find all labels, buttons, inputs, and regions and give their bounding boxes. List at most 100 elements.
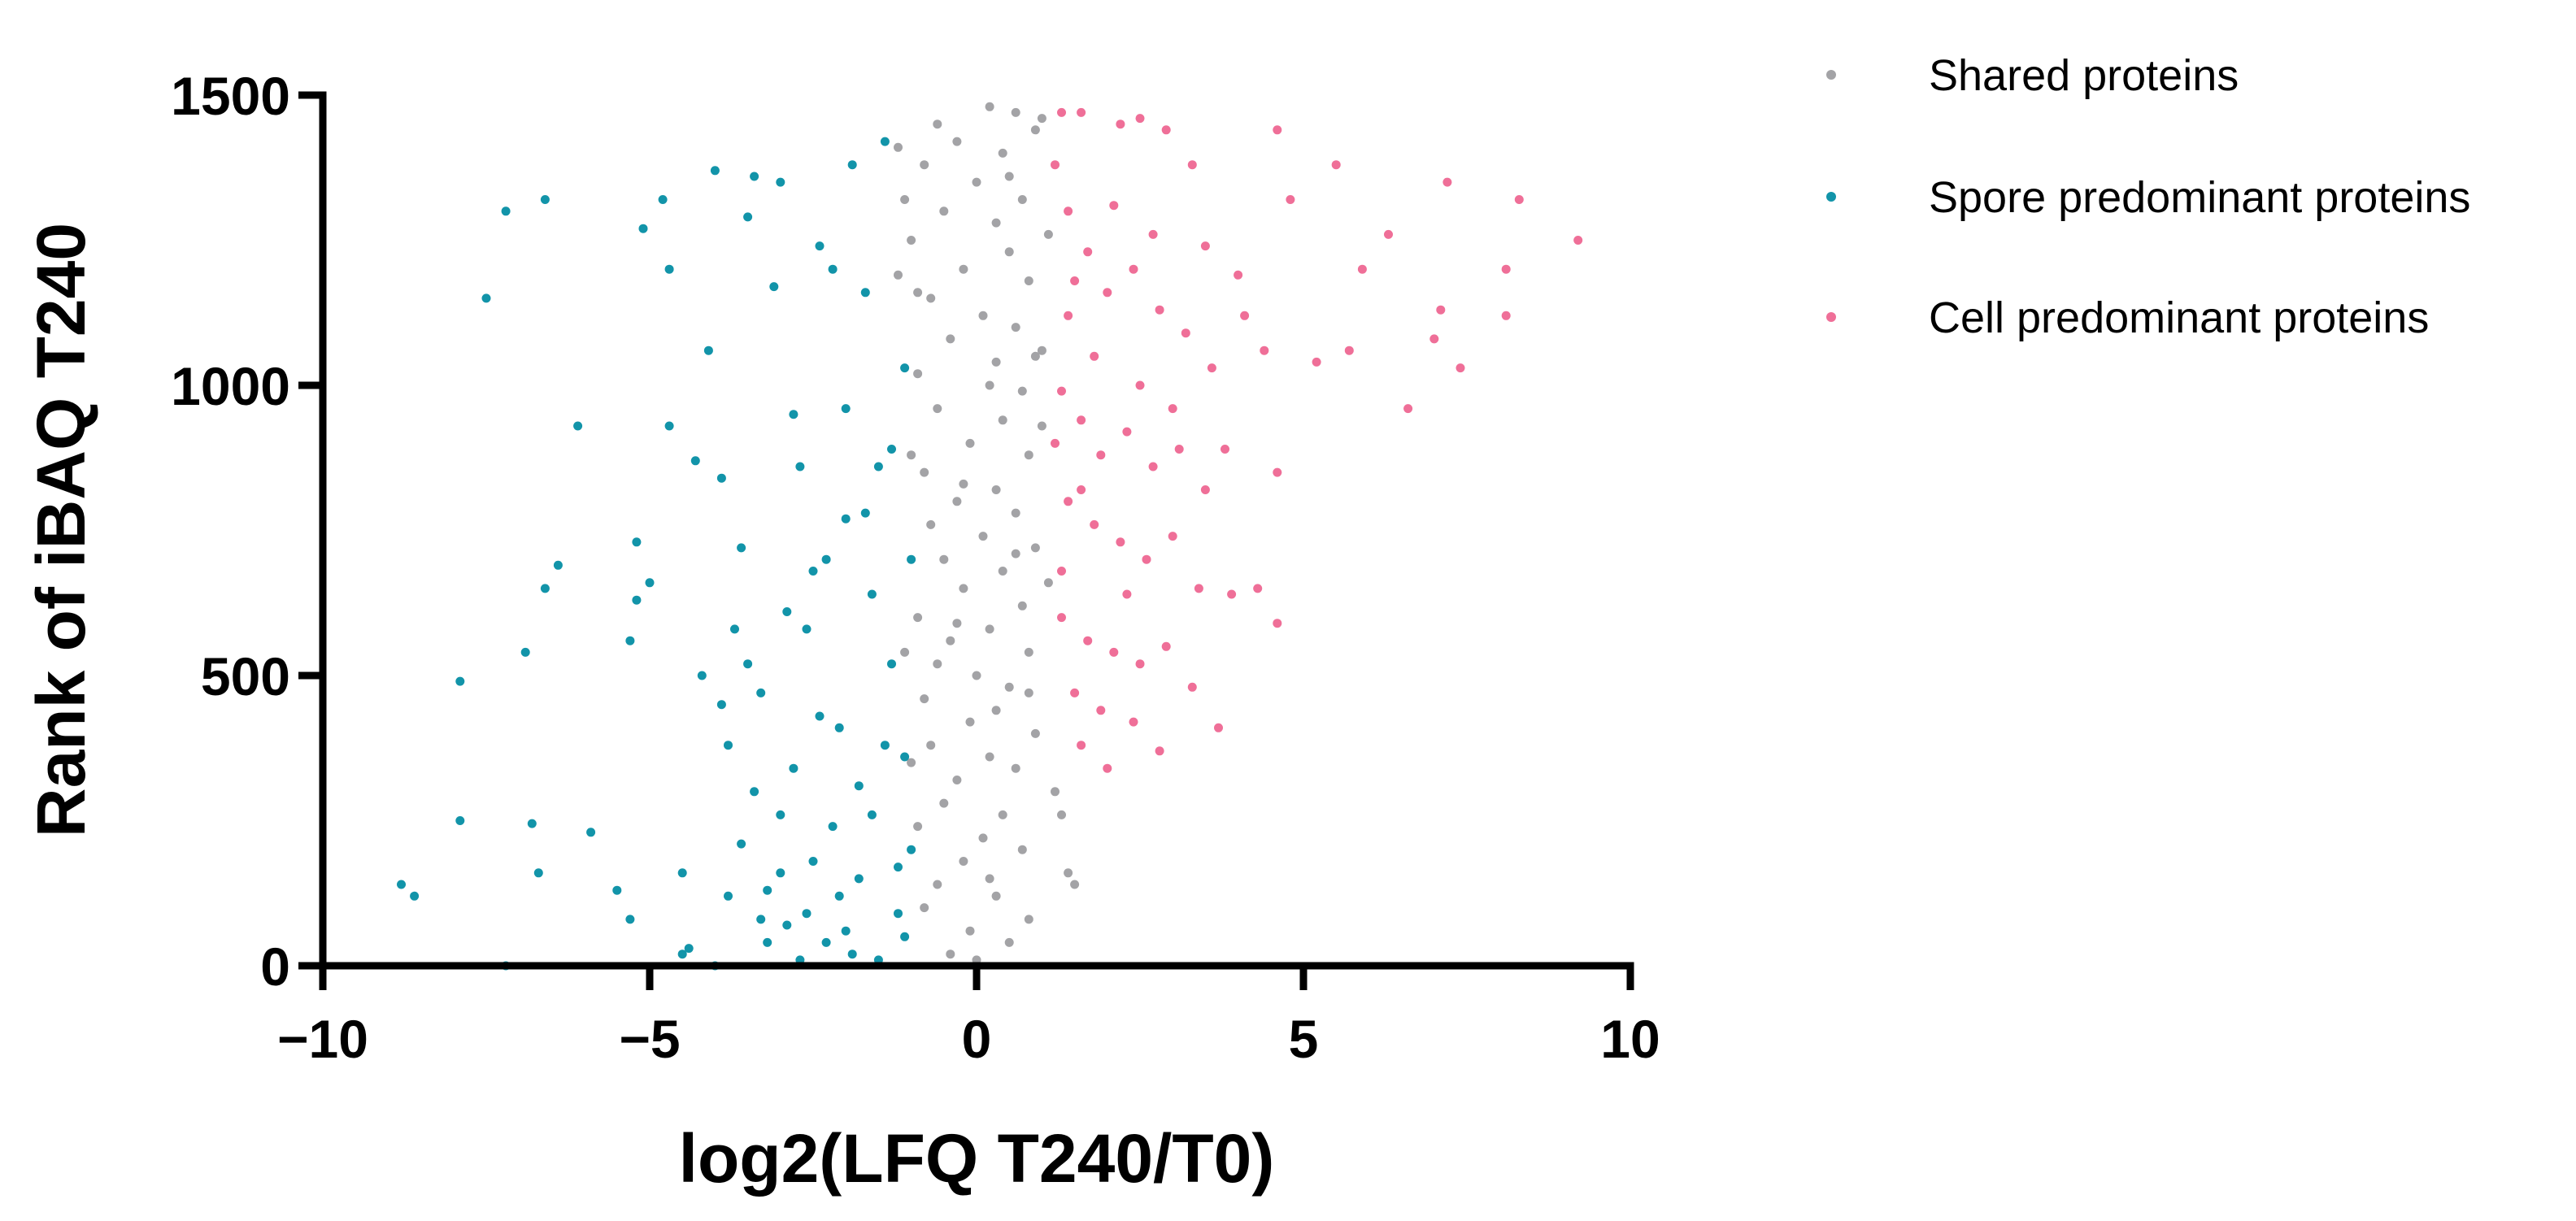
x-tick-label: 5: [1289, 1009, 1319, 1069]
data-point: [481, 293, 491, 303]
data-point: [1129, 264, 1138, 274]
data-point: [1090, 351, 1099, 361]
legend-label: Cell predominant proteins: [1929, 293, 2429, 342]
data-point: [1135, 380, 1145, 390]
data-point: [1109, 647, 1119, 657]
y-axis-ticks: 0 500 1000 1500: [171, 66, 323, 997]
data-point: [1051, 160, 1060, 170]
data-point: [808, 567, 818, 576]
data-point: [1273, 619, 1282, 628]
data-point: [763, 885, 772, 895]
data-point: [939, 554, 949, 564]
data-point: [1168, 404, 1177, 414]
data-point: [1207, 363, 1216, 373]
data-point: [834, 723, 844, 732]
data-point: [1064, 311, 1073, 320]
data-point: [716, 700, 726, 710]
data-point: [907, 450, 916, 460]
data-point: [664, 264, 674, 274]
data-point: [972, 177, 981, 187]
data-point: [1357, 264, 1367, 274]
data-point: [907, 758, 916, 767]
data-point: [959, 584, 968, 593]
data-point: [1037, 114, 1046, 124]
x-axis-title: log2(LFQ T240/T0): [679, 1120, 1275, 1197]
data-point: [854, 781, 864, 791]
data-point: [1384, 229, 1393, 239]
data-point: [776, 177, 785, 187]
data-point: [991, 891, 1001, 901]
data-point: [867, 589, 877, 599]
data-point: [789, 763, 798, 773]
data-points: [397, 102, 1583, 971]
data-point: [1116, 119, 1125, 129]
data-point: [985, 624, 994, 634]
data-point: [913, 369, 923, 379]
data-point: [1501, 311, 1511, 320]
data-point: [998, 810, 1007, 819]
data-point: [1083, 636, 1093, 645]
data-point: [1501, 264, 1511, 274]
data-point: [1260, 345, 1269, 355]
data-point: [756, 688, 766, 697]
data-point: [1142, 554, 1151, 564]
data-point: [1331, 160, 1341, 170]
data-point: [677, 949, 687, 959]
data-point: [900, 363, 910, 373]
data-point: [946, 636, 955, 645]
y-axis-title: Rank of iBAQ T240: [23, 223, 99, 837]
data-point: [985, 874, 994, 884]
data-point: [1011, 549, 1020, 558]
data-point: [553, 560, 563, 570]
data-point: [1057, 567, 1066, 576]
data-point: [1043, 578, 1053, 588]
data-point: [789, 410, 798, 419]
data-point: [998, 415, 1007, 425]
data-point: [913, 613, 923, 623]
data-point: [1037, 345, 1046, 355]
data-point: [737, 543, 746, 553]
data-point: [1051, 438, 1060, 448]
data-point: [900, 647, 910, 657]
data-point: [900, 932, 910, 941]
data-point: [664, 421, 674, 431]
y-tick-label: 1000: [171, 356, 290, 416]
data-point: [1004, 247, 1014, 257]
data-point: [1011, 508, 1020, 518]
data-point: [873, 462, 883, 471]
data-point: [1436, 305, 1446, 315]
data-point: [684, 944, 694, 954]
data-point: [1077, 415, 1086, 425]
data-point: [1077, 741, 1086, 750]
data-point: [501, 206, 511, 216]
data-point: [802, 624, 812, 634]
data-point: [933, 404, 942, 414]
data-point: [1004, 682, 1014, 692]
data-point: [808, 857, 818, 866]
data-point: [1148, 462, 1158, 471]
data-point: [1429, 334, 1439, 344]
data-point: [743, 212, 753, 222]
data-point: [900, 752, 910, 762]
y-tick-label: 1500: [171, 66, 290, 126]
data-point: [978, 311, 988, 320]
data-point: [1227, 589, 1237, 599]
data-point: [1135, 114, 1145, 124]
x-tick-label: −10: [277, 1009, 368, 1069]
data-point: [1174, 445, 1184, 454]
data-point: [965, 926, 975, 936]
data-point: [1096, 706, 1106, 715]
data-point: [540, 584, 550, 593]
data-point: [847, 949, 857, 959]
data-point: [1096, 450, 1106, 460]
data-point: [586, 828, 596, 837]
data-point: [1344, 345, 1354, 355]
legend: Shared proteins Spore predominant protein…: [1826, 51, 2470, 342]
data-point: [1221, 445, 1229, 454]
data-point: [841, 404, 851, 414]
data-point: [991, 706, 1001, 715]
data-point: [1030, 543, 1040, 553]
data-point: [1514, 195, 1524, 204]
data-point: [573, 421, 583, 431]
data-point: [1083, 247, 1093, 257]
